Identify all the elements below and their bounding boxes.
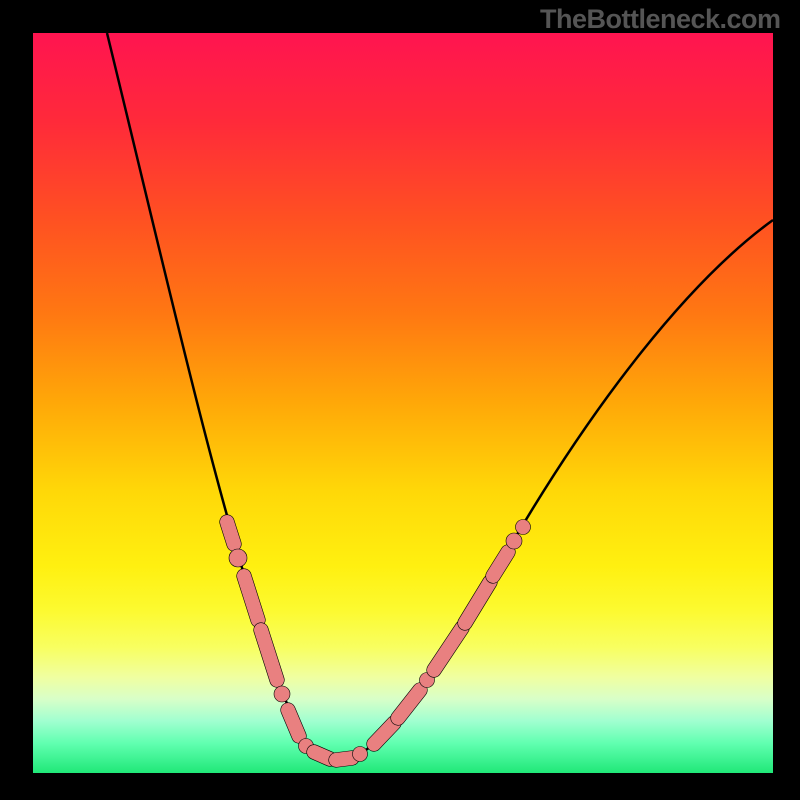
- curve-marker: [227, 522, 234, 544]
- plot-background: [33, 33, 773, 773]
- curve-marker: [353, 747, 368, 762]
- watermark-text: TheBottleneck.com: [540, 4, 781, 35]
- chart-svg: [0, 0, 800, 800]
- curve-marker: [314, 752, 330, 759]
- curve-marker: [516, 520, 531, 535]
- curve-marker: [229, 549, 247, 567]
- curve-marker: [506, 533, 522, 549]
- curve-marker: [274, 686, 290, 702]
- curve-marker: [336, 758, 352, 760]
